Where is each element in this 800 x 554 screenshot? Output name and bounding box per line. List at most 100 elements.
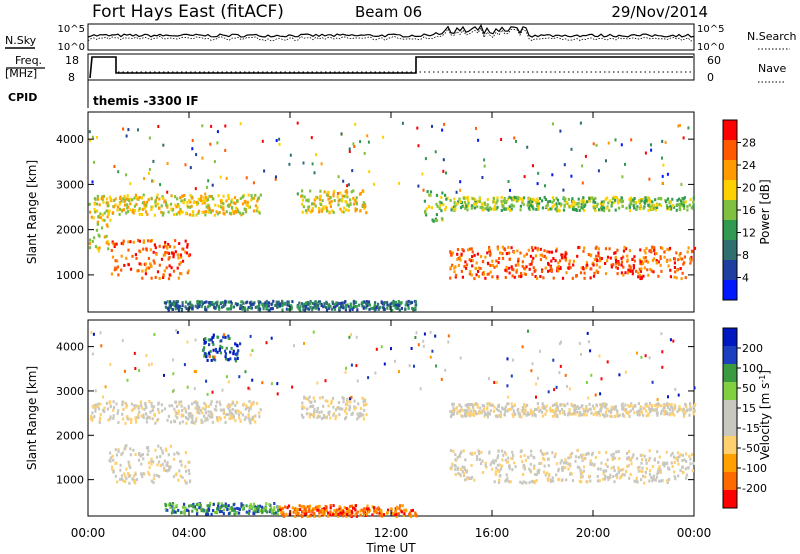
velocity-cell [332,513,335,517]
power-cell [503,207,506,211]
power-cell [657,260,660,264]
velocity-cell [291,506,294,510]
power-cell [572,263,575,267]
power-cell [305,211,308,215]
velocity-cell [609,473,612,477]
power-cell [659,263,662,267]
power-cell [500,195,503,199]
velocity-cell [629,473,632,477]
velocity-cell [504,452,508,456]
power-cell [302,205,305,209]
power-cell [555,209,558,213]
power-cell [643,249,646,253]
velocity-cell [277,508,280,512]
velocity-cell [632,453,635,457]
velocity-cell [330,399,333,403]
velocity-cell [619,476,622,480]
velocity-cell [234,357,237,361]
power-cell [506,197,509,201]
colorbar-swatch [723,120,737,141]
velocity-scatter-cell [506,384,509,388]
velocity-cell [108,401,111,405]
velocity-scatter-cell [193,387,196,391]
velocity-cell [252,402,255,406]
power-cell [181,301,184,305]
power-cell [198,302,201,305]
power-cell [622,265,625,269]
velocity-cell [258,504,262,508]
velocity-cell [690,453,693,457]
power-cell [318,301,321,305]
velocity-cell [142,472,145,476]
power-cell [207,305,210,309]
power-scatter-cell [245,176,248,180]
velocity-cell [226,508,229,512]
power-cell [654,208,657,212]
power-cell [529,201,533,205]
power-cell [639,260,642,264]
velocity-cell [222,504,225,508]
velocity-cell [325,509,328,513]
velocity-cell [668,403,671,407]
power-cell [538,202,541,206]
velocity-cell [684,467,687,471]
power-scatter-cell [289,153,292,157]
power-cell [344,303,348,307]
power-cell [181,259,185,263]
power-cell [107,212,110,216]
velocity-cell [561,478,564,482]
power-cell [290,305,293,309]
velocity-cell [560,407,564,411]
velocity-scatter-cell [598,354,601,358]
power-cell [631,258,634,261]
power-cell [113,245,116,248]
velocity-cell [167,453,170,457]
velocity-cell [643,481,646,485]
power-cell [596,202,599,206]
velocity-cell [600,406,603,410]
power-cell [531,259,534,263]
power-cell [319,189,322,193]
power-cell [204,213,207,217]
power-cell [222,211,225,215]
power-cell [624,271,627,275]
power-cell [268,308,271,312]
velocity-cell [585,413,588,417]
power-cell [217,204,220,208]
power-cell [188,302,191,306]
power-cell [610,203,613,207]
velocity-cell [468,403,471,406]
velocity-cell [400,510,403,514]
velocity-cell [456,455,459,459]
power-cell [131,210,134,214]
velocity-cell [139,454,142,458]
power-cell [257,307,260,311]
power-cell [247,306,250,309]
velocity-cell [545,471,548,475]
velocity-cell [318,415,321,419]
power-cell [339,305,342,309]
power-scatter-cell [125,173,128,177]
velocity-cell [643,407,646,411]
velocity-cell [264,509,267,513]
power-cell [168,245,171,249]
velocity-cell [145,420,148,424]
velocity-cell [276,512,279,516]
power-cell [615,261,618,265]
power-cell [120,199,123,203]
velocity-cell [658,479,661,483]
power-cell [316,196,319,200]
velocity-cell [493,461,496,465]
velocity-cell [471,404,475,408]
velocity-scatter-cell [163,373,165,377]
velocity-cell [241,506,244,510]
velocity-cell [589,463,592,466]
power-cell [306,307,309,311]
power-cell [178,262,181,266]
velocity-cell [659,468,662,472]
velocity-cell [651,465,655,468]
power-cell [602,206,605,210]
velocity-cell [636,466,639,470]
velocity-cell [489,409,492,413]
velocity-cell [379,509,383,513]
